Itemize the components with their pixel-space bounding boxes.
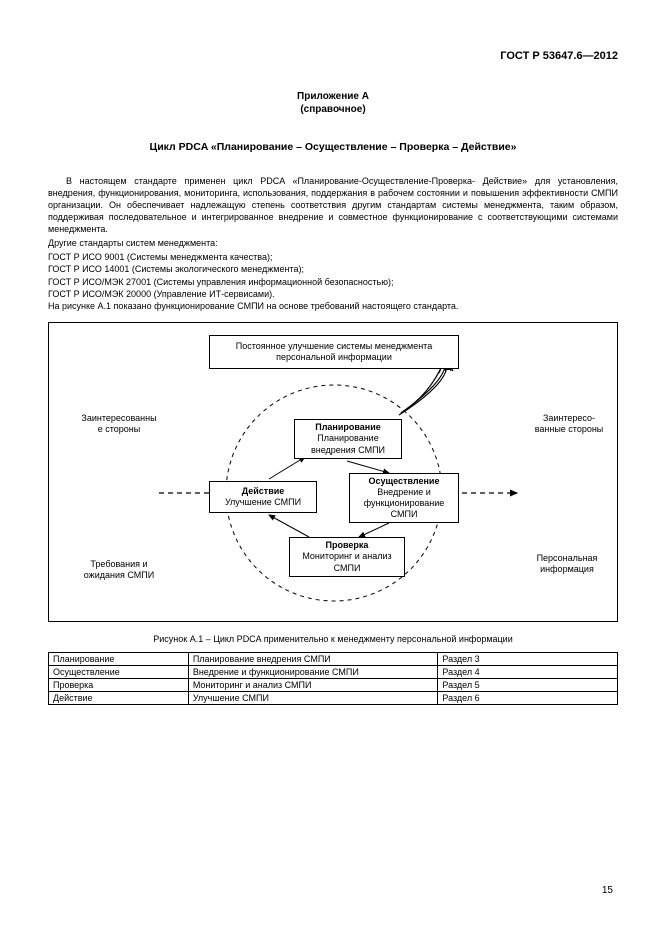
appendix-title: Приложение А [48, 90, 618, 104]
main-title: Цикл PDCA «Планирование – Осуществление … [48, 141, 618, 153]
improvement-line1: Постоянное улучшение системы менеджмента [236, 341, 432, 352]
std-item-1: ГОСТ Р ИСО 9001 (Системы менеджмента кач… [48, 251, 618, 263]
paragraph-intro: В настоящем стандарте применен цикл PDCA… [48, 175, 618, 236]
act-sub: Улучшение СМПИ [225, 497, 301, 508]
stakeholders-right-l1: Заинтересо- [543, 413, 595, 423]
std-item-3: ГОСТ Р ИСО/МЭК 27001 (Системы управления… [48, 276, 618, 288]
document-code: ГОСТ Р 53647.6—2012 [48, 50, 618, 62]
do-box: Осуществление Внедрение и функционирован… [349, 473, 459, 523]
paragraph-figure-ref: На рисунке А.1 показано функционирование… [48, 300, 618, 312]
cell-section: Раздел 4 [438, 666, 618, 679]
stakeholders-right-label: Заинтересо- ванные стороны [529, 413, 609, 436]
table-row: Осуществление Внедрение и функционирован… [49, 666, 618, 679]
check-sub1: Мониторинг и анализ [302, 551, 391, 562]
cell-phase: Проверка [49, 679, 189, 692]
stakeholders-left-l2: е стороны [98, 424, 140, 434]
cell-section: Раздел 5 [438, 679, 618, 692]
plan-title: Планирование [315, 422, 381, 433]
plan-sub1: Планирование [317, 433, 378, 444]
act-title: Действие [242, 486, 285, 497]
check-box: Проверка Мониторинг и анализ СМПИ [289, 537, 405, 577]
cell-section: Раздел 6 [438, 692, 618, 705]
std-item-4: ГОСТ Р ИСО/МЭК 20000 (Управление ИТ-серв… [48, 288, 618, 300]
cell-desc: Мониторинг и анализ СМПИ [188, 679, 438, 692]
stakeholders-right-l2: ванные стороны [535, 424, 604, 434]
do-sub3: СМПИ [391, 509, 418, 520]
do-sub1: Внедрение и [377, 487, 431, 498]
cell-desc: Улучшение СМПИ [188, 692, 438, 705]
pdca-diagram: Постоянное улучшение системы менеджмента… [48, 322, 618, 622]
do-title: Осуществление [369, 476, 440, 487]
cell-phase: Действие [49, 692, 189, 705]
requirements-left-l1: Требования и [90, 559, 147, 569]
check-title: Проверка [326, 540, 369, 551]
cell-phase: Осуществление [49, 666, 189, 679]
do-sub2: функционирование [364, 498, 445, 509]
cell-desc: Планирование внедрения СМПИ [188, 653, 438, 666]
requirements-left-l2: ожидания СМПИ [84, 570, 154, 580]
improvement-line2: персональной информации [276, 352, 392, 363]
figure-caption: Рисунок А.1 – Цикл PDCA применительно к … [48, 634, 618, 644]
stakeholders-left-label: Заинтересованны е стороны [69, 413, 169, 436]
phase-table: Планирование Планирование внедрения СМПИ… [48, 652, 618, 705]
act-box: Действие Улучшение СМПИ [209, 481, 317, 513]
page-number: 15 [602, 885, 613, 896]
requirements-left-label: Требования и ожидания СМПИ [69, 559, 169, 582]
table-row: Действие Улучшение СМПИ Раздел 6 [49, 692, 618, 705]
stakeholders-left-l1: Заинтересованны [81, 413, 156, 423]
personal-info-label: Персональная информация [525, 553, 609, 576]
std-item-2: ГОСТ Р ИСО 14001 (Системы экологического… [48, 263, 618, 275]
plan-box: Планирование Планирование внедрения СМПИ [294, 419, 402, 459]
cell-desc: Внедрение и функционирование СМПИ [188, 666, 438, 679]
table-row: Планирование Планирование внедрения СМПИ… [49, 653, 618, 666]
table-row: Проверка Мониторинг и анализ СМПИ Раздел… [49, 679, 618, 692]
cell-section: Раздел 3 [438, 653, 618, 666]
plan-sub2: внедрения СМПИ [311, 445, 385, 456]
page-content: ГОСТ Р 53647.6—2012 Приложение А (справо… [48, 50, 618, 705]
improvement-box: Постоянное улучшение системы менеджмента… [209, 335, 459, 369]
personal-info-l2: информация [540, 564, 594, 574]
cell-phase: Планирование [49, 653, 189, 666]
check-sub2: СМПИ [334, 563, 361, 574]
paragraph-other-std: Другие стандарты систем менеджмента: [48, 237, 618, 249]
appendix-subtitle: (справочное) [48, 104, 618, 115]
personal-info-l1: Персональная [537, 553, 598, 563]
